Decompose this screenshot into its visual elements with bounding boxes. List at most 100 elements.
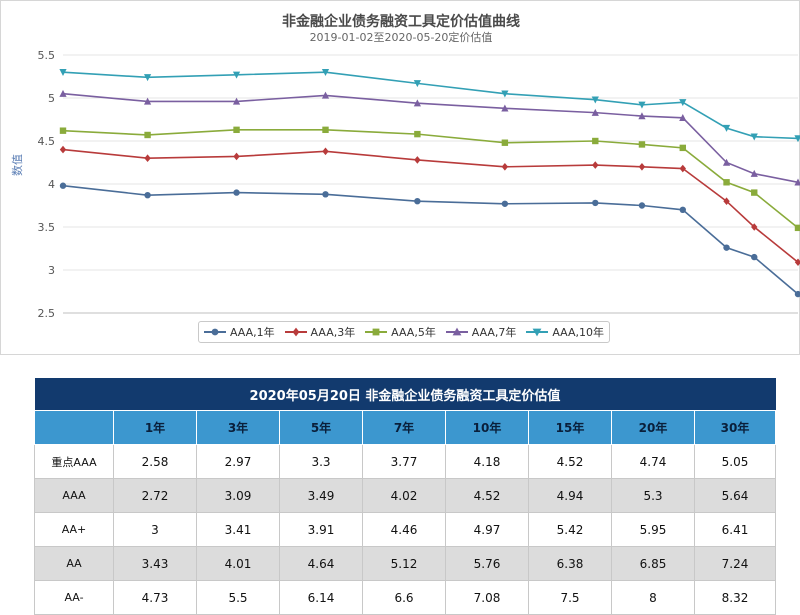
data-point (638, 141, 646, 148)
table-cell: 3.91 (279, 512, 363, 547)
data-point (592, 161, 599, 169)
data-point (414, 156, 421, 164)
row-label: AA+ (34, 512, 114, 547)
table-cell: 7.24 (694, 546, 776, 581)
data-point (722, 124, 731, 132)
table-cell: 6.14 (279, 580, 363, 615)
table-cell: 8.32 (694, 580, 776, 615)
row-label: AA (34, 546, 114, 581)
legend-marker (452, 327, 462, 336)
data-point (591, 96, 599, 104)
series-line-1 (62, 184, 799, 295)
y-tick-label: 3 (48, 264, 55, 277)
data-point (794, 258, 800, 267)
data-point (414, 198, 421, 205)
legend-item[interactable]: AAA,5年 (365, 324, 436, 340)
table-cell: 2.58 (113, 444, 197, 479)
table-cell: 5.3 (611, 478, 695, 513)
legend-swatch (284, 327, 307, 337)
line-chart: 2.5 3 3.5 4 4.5 5 5.5 (38, 49, 800, 320)
data-point (638, 112, 646, 120)
table-header-cell: 30年 (694, 410, 776, 445)
table-cell: 2.72 (113, 478, 197, 513)
table-cell: 4.73 (113, 580, 197, 615)
table-cell: 6.38 (528, 546, 612, 581)
table-cell: 5.5 (196, 580, 280, 615)
table-cell: 5.05 (694, 444, 776, 479)
table-header-cell: 10年 (445, 410, 529, 445)
legend-item[interactable]: AAA,3年 (284, 324, 355, 340)
table-cell: 2.97 (196, 444, 280, 479)
series-line-2 (62, 148, 799, 263)
data-point (59, 89, 67, 97)
table-cell: 4.52 (528, 444, 612, 479)
table-cell: 5.95 (611, 512, 695, 547)
data-point (679, 144, 686, 152)
data-point (638, 101, 646, 109)
valuation-table-container: 2020年05月20日 非金融企业债务融资工具定价估值 1年 3年 5年 7年 10年 1… (34, 378, 776, 615)
table-title: 2020年05月20日 非金融企业债务融资工具定价估值 (34, 378, 776, 411)
table-cell: 7.5 (528, 580, 612, 615)
legend-item[interactable]: AAA,1年 (203, 324, 275, 340)
legend-item[interactable]: AAA,10年 (526, 324, 604, 340)
data-point (413, 99, 421, 107)
legend-marker (532, 328, 542, 337)
legend-swatch (365, 328, 388, 336)
legend-swatch (445, 327, 468, 336)
table-row: AAA 2.72 3.09 3.49 4.02 4.52 4.94 5.3 5.64 (34, 478, 776, 513)
table-header-cell: 1年 (113, 410, 197, 445)
table-header-row: 1年 3年 5年 7年 10年 15年 20年 30年 (34, 410, 776, 445)
table-cell: 4.64 (279, 546, 363, 581)
chart-legend: AAA,1年 AAA,3年 AAA,5年 AAA,7年 AAA,10年 (198, 321, 610, 343)
data-point (414, 130, 421, 138)
legend-swatch (203, 328, 226, 336)
table-cell: 6.6 (362, 580, 446, 615)
table-cell: 3.3 (279, 444, 363, 479)
table-cell: 4.52 (445, 478, 529, 513)
table-cell: 6.41 (694, 512, 776, 547)
table-row: AA+ 3 3.41 3.91 4.46 4.97 5.42 5.95 6.41 (34, 512, 776, 547)
data-point (592, 199, 599, 207)
series-line-5 (62, 71, 799, 140)
data-point (679, 113, 687, 121)
table-row: AA 3.43 4.01 4.64 5.12 5.76 6.38 6.85 7.24 (34, 546, 776, 581)
table-row: 重点AAA 2.58 2.97 3.3 3.77 4.18 4.52 4.74 5.05 (34, 444, 776, 479)
legend-item[interactable]: AAA,7年 (445, 324, 516, 340)
data-point (59, 145, 67, 154)
data-point (679, 164, 686, 173)
data-point (322, 191, 329, 198)
table-cell: 5.42 (528, 512, 612, 547)
table-cell: 3.43 (113, 546, 197, 581)
y-tick-label: 4.5 (38, 135, 56, 148)
row-label: 重点AAA (34, 444, 114, 479)
data-point (750, 169, 758, 177)
valuation-table: 2020年05月20日 非金融企业债务融资工具定价估值 1年 3年 5年 7年 10年 1… (34, 378, 776, 615)
table-cell: 4.97 (445, 512, 529, 547)
data-point (638, 202, 646, 209)
table-header-corner (34, 410, 114, 445)
data-point (722, 158, 731, 166)
legend-marker (292, 327, 299, 337)
data-point (59, 127, 67, 134)
data-point (723, 179, 730, 186)
data-point (794, 224, 800, 232)
table-cell: 6.85 (611, 546, 695, 581)
data-point (322, 147, 329, 156)
data-point (321, 69, 330, 76)
data-point (638, 163, 646, 171)
data-point (144, 154, 151, 162)
y-tick-label: 3.5 (38, 221, 56, 234)
table-cell: 4.18 (445, 444, 529, 479)
data-point (501, 200, 509, 207)
table-header-cell: 15年 (528, 410, 612, 445)
chart-subtitle: 2019-01-02至2020-05-20定价估值 (309, 31, 493, 44)
data-point (679, 99, 687, 107)
table-header-cell: 3年 (196, 410, 280, 445)
data-point (751, 189, 758, 196)
row-label: AA- (34, 580, 114, 615)
table-cell: 3.41 (196, 512, 280, 547)
data-point (723, 197, 730, 205)
data-point (501, 90, 509, 98)
table-cell: 4.94 (528, 478, 612, 513)
table-cell: 3.49 (279, 478, 363, 513)
